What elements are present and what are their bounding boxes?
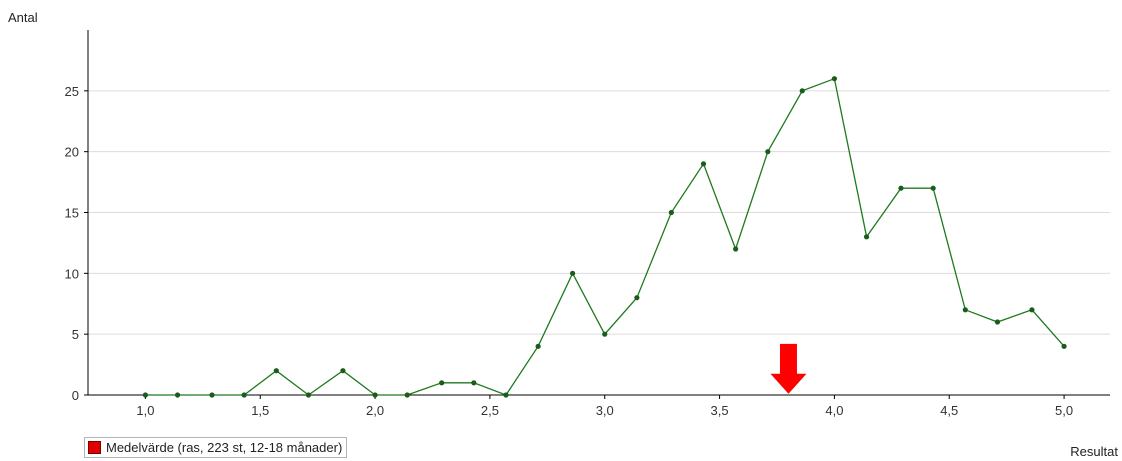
- x-tick-label: 2,5: [481, 403, 499, 418]
- y-tick-label: 0: [72, 388, 79, 403]
- data-point: [471, 380, 477, 386]
- x-tick-label: 3,5: [711, 403, 729, 418]
- data-point: [634, 295, 640, 301]
- mean-arrow: [770, 343, 807, 394]
- mean-marker-arrow: [770, 343, 807, 394]
- data-point: [174, 392, 181, 398]
- data-point: [898, 185, 904, 191]
- legend-label: Medelvärde (ras, 223 st, 12-18 månader): [106, 440, 343, 455]
- y-tick-label: 10: [65, 266, 79, 281]
- data-point: [733, 246, 739, 252]
- data-point: [503, 392, 509, 398]
- x-tick-label: 4,0: [825, 403, 843, 418]
- legend-swatch: [88, 441, 101, 454]
- data-point: [535, 343, 541, 349]
- data-point: [765, 149, 771, 155]
- x-tick-label: 3,0: [596, 403, 614, 418]
- data-point: [569, 270, 576, 276]
- y-axis-title: Antal: [8, 10, 38, 25]
- y-tick-label: 25: [65, 84, 79, 99]
- data-point: [831, 76, 838, 82]
- x-tick-label: 5,0: [1055, 403, 1073, 418]
- data-point: [142, 392, 149, 398]
- x-tick-label: 2,0: [366, 403, 384, 418]
- data-point: [668, 209, 674, 216]
- data-series: [142, 76, 1067, 398]
- data-point: [439, 380, 445, 386]
- data-point: [340, 368, 346, 374]
- data-point: [305, 392, 312, 398]
- data-point: [404, 392, 410, 398]
- x-axis-ticks: 1,0 1,5 2,0 2,5 3,0 3,5 4,0 4,5 5,0: [136, 395, 1073, 418]
- y-axis-ticks: 0 5 10 15 20 25: [65, 84, 88, 403]
- data-point: [602, 331, 608, 337]
- data-point: [799, 88, 805, 94]
- data-point: [209, 392, 215, 398]
- x-tick-label: 1,5: [251, 403, 269, 418]
- y-tick-label: 5: [72, 327, 79, 342]
- x-tick-label: 4,5: [940, 403, 958, 418]
- data-point: [930, 185, 936, 191]
- data-point: [372, 392, 378, 398]
- data-point: [700, 161, 707, 167]
- data-point: [273, 368, 279, 374]
- x-axis-title: Resultat: [1070, 444, 1118, 459]
- data-point: [962, 307, 968, 313]
- grid-lines: [88, 90, 1110, 335]
- x-tick-label: 1,0: [136, 403, 154, 418]
- data-point: [863, 234, 870, 240]
- y-tick-label: 20: [65, 145, 79, 160]
- y-tick-label: 15: [65, 206, 79, 221]
- data-point: [1061, 343, 1067, 349]
- data-point: [1029, 307, 1035, 313]
- series-line: [145, 77, 1065, 396]
- legend: Medelvärde (ras, 223 st, 12-18 månader): [84, 437, 348, 458]
- data-point: [994, 319, 1001, 325]
- data-point: [241, 392, 247, 398]
